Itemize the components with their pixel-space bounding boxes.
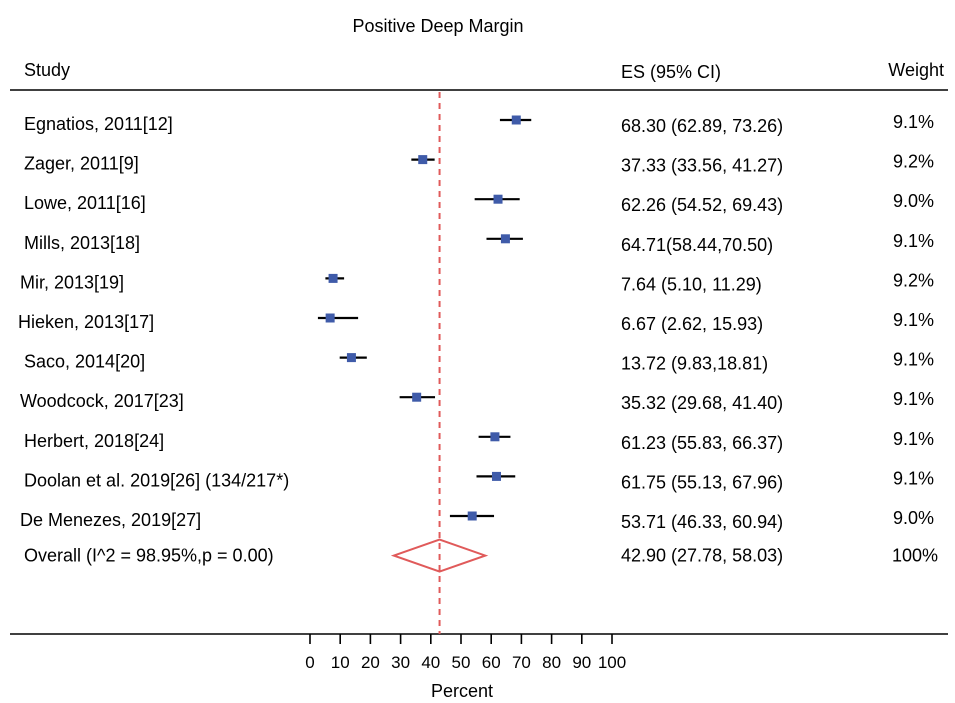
study-label: De Menezes, 2019[27] xyxy=(20,510,201,530)
effect-marker xyxy=(346,353,356,363)
study-label: Woodcock, 2017[23] xyxy=(20,391,184,411)
effect-marker xyxy=(491,471,501,481)
weight-value: 9.2% xyxy=(893,270,934,290)
es-value: 7.64 (5.10, 11.29) xyxy=(621,274,762,294)
effect-marker xyxy=(328,273,338,283)
overall-diamond xyxy=(390,538,489,573)
es-value: 13.72 (9.83,18.81) xyxy=(621,354,768,374)
study-rows: Egnatios, 2011[12] 68.30 (62.89, 73.26) 9.… xyxy=(18,92,938,634)
study-label: Lowe, 2011[16] xyxy=(24,193,146,213)
es-value: 35.32 (29.68, 41.40) xyxy=(621,393,783,413)
es-value: 61.75 (55.13, 67.96) xyxy=(621,472,783,492)
study-label: Hieken, 2013[17] xyxy=(18,312,154,332)
overall-es-value: 42.90 (27.78, 58.03) xyxy=(621,546,783,566)
effect-marker xyxy=(325,313,335,323)
x-tick-label: 70 xyxy=(512,653,531,672)
weight-value: 9.1% xyxy=(893,310,934,330)
weight-value: 9.1% xyxy=(893,429,934,449)
weight-value: 9.1% xyxy=(893,231,934,251)
x-tick-label: 20 xyxy=(361,653,380,672)
weight-value: 9.1% xyxy=(893,112,934,132)
es-value: 68.30 (62.89, 73.26) xyxy=(621,116,783,136)
effect-marker xyxy=(493,194,503,204)
study-label: Doolan et al. 2019[26] (134/217*) xyxy=(24,470,289,490)
study-label: Herbert, 2018[24] xyxy=(24,431,164,451)
x-tick-label: 80 xyxy=(542,653,561,672)
effect-marker xyxy=(467,511,477,521)
effect-marker xyxy=(418,155,428,165)
es-value: 64.71(58.44,70.50) xyxy=(621,235,773,255)
study-label: Mir, 2013[19] xyxy=(20,272,124,292)
weight-value: 9.0% xyxy=(893,191,934,211)
es-column-header: ES (95% CI) xyxy=(621,62,721,82)
weight-value: 9.1% xyxy=(893,468,934,488)
x-axis: 0 10 20 30 40 50 60 70 80 90 100 xyxy=(305,634,626,672)
effect-marker xyxy=(412,392,422,402)
x-tick-label: 30 xyxy=(391,653,410,672)
effect-marker xyxy=(511,115,521,125)
x-tick-label: 60 xyxy=(482,653,501,672)
x-tick-label: 0 xyxy=(305,653,314,672)
x-axis-label: Percent xyxy=(431,681,493,701)
weight-value: 9.2% xyxy=(893,152,934,172)
chart-title: Positive Deep Margin xyxy=(352,16,523,36)
study-label: Zager, 2011[9] xyxy=(24,154,139,174)
weight-column-header: Weight xyxy=(888,60,944,80)
effect-marker xyxy=(490,432,500,442)
study-column-header: Study xyxy=(24,60,70,80)
x-tick-label: 100 xyxy=(598,653,626,672)
x-tick-label: 50 xyxy=(452,653,471,672)
weight-value: 9.0% xyxy=(893,508,934,528)
x-tick-label: 90 xyxy=(572,653,591,672)
es-value: 62.26 (54.52, 69.43) xyxy=(621,195,783,215)
es-value: 37.33 (33.56, 41.27) xyxy=(621,156,783,176)
x-tick-label: 40 xyxy=(421,653,440,672)
weight-value: 9.1% xyxy=(893,350,934,370)
es-value: 6.67 (2.62, 15.93) xyxy=(621,314,763,334)
overall-label: Overall (I^2 = 98.95%,p = 0.00) xyxy=(24,546,274,566)
study-label: Saco, 2014[20] xyxy=(24,352,145,372)
x-tick-label: 10 xyxy=(331,653,350,672)
es-value: 61.23 (55.83, 66.37) xyxy=(621,433,783,453)
study-label: Egnatios, 2011[12] xyxy=(24,114,173,134)
weight-value: 9.1% xyxy=(893,389,934,409)
effect-marker xyxy=(500,234,510,244)
es-value: 53.71 (46.33, 60.94) xyxy=(621,512,783,532)
study-label: Mills, 2013[18] xyxy=(24,233,140,253)
overall-weight-value: 100% xyxy=(892,546,938,566)
